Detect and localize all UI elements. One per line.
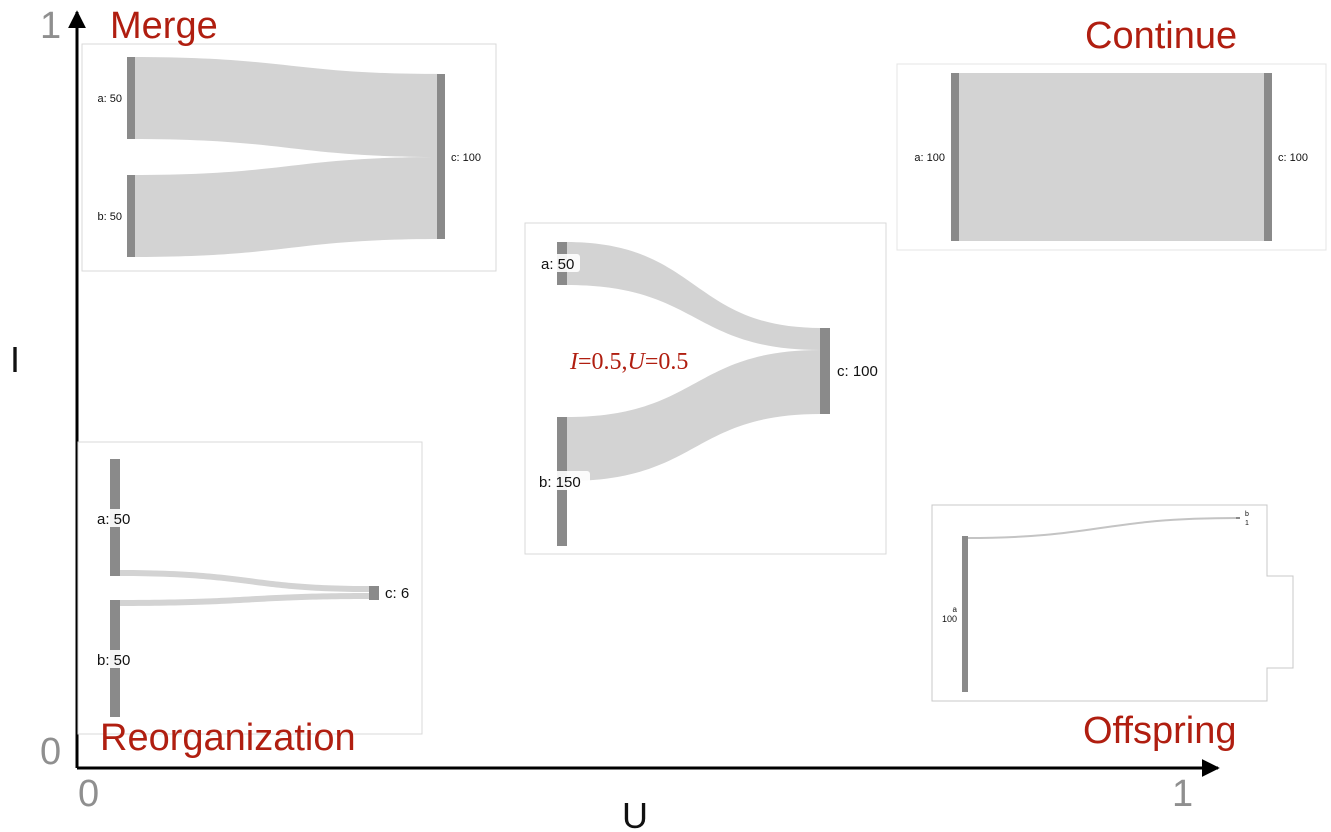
offspring-panel: a 100 b 1 Offspring xyxy=(931,504,1294,752)
reorganization-title: Reorganization xyxy=(100,717,356,759)
param-u-value: =0.5 xyxy=(645,349,689,375)
center-param-label: I=0.5,U=0.5 xyxy=(569,349,688,375)
continue-panel: a: 100 c: 100 Continue xyxy=(896,15,1327,251)
merge-node-a xyxy=(127,57,135,139)
reorganization-label-a: a: 50 xyxy=(97,511,130,528)
offspring-frame xyxy=(931,504,1294,702)
reorganization-label-b: b: 50 xyxy=(97,652,130,669)
continue-label-c: c: 100 xyxy=(1278,152,1308,164)
offspring-label-b-value: 1 xyxy=(1245,520,1249,527)
reorganization-label-bg-b xyxy=(95,650,135,668)
merge-label-a: a: 50 xyxy=(98,93,122,105)
x-max-label: 1 xyxy=(1172,773,1193,815)
merge-label-b: b: 50 xyxy=(98,211,122,223)
center-label-c: c: 100 xyxy=(837,363,878,380)
merge-node-c xyxy=(437,74,445,239)
center-flow-a xyxy=(566,242,821,350)
merge-flow-a xyxy=(131,57,441,157)
reorganization-node-c xyxy=(369,586,379,600)
reorganization-label-c: c: 6 xyxy=(385,585,409,602)
merge-panel: a: 50 b: 50 c: 100 Merge xyxy=(81,5,497,272)
offspring-label-a-name: a xyxy=(953,605,958,614)
param-u-symbol: U xyxy=(628,349,647,375)
offspring-flow xyxy=(966,517,1239,539)
continue-label-a: a: 100 xyxy=(914,152,945,164)
x-axis-title: U xyxy=(622,795,648,832)
reorganization-label-bg-a xyxy=(95,509,135,527)
reorganization-flow-b xyxy=(118,593,369,606)
x-min-label: 0 xyxy=(78,773,99,815)
y-max-label: 1 xyxy=(40,5,61,47)
y-min-label: 0 xyxy=(40,731,61,773)
offspring-label-b-name: b xyxy=(1245,511,1249,518)
merge-node-b xyxy=(127,175,135,257)
center-label-bg-b xyxy=(536,471,590,490)
offspring-node-a xyxy=(962,536,968,692)
continue-title: Continue xyxy=(1085,15,1237,57)
center-label-a: a: 50 xyxy=(541,256,574,273)
merge-label-c: c: 100 xyxy=(451,152,481,164)
y-axis-title: I xyxy=(10,339,20,380)
center-node-c xyxy=(820,328,830,414)
merge-title: Merge xyxy=(110,5,218,47)
offspring-node-b xyxy=(1236,517,1240,519)
center-label-bg-a xyxy=(538,254,580,272)
center-panel: a: 50 b: 150 c: 100 I=0.5,U=0.5 xyxy=(524,222,887,555)
center-flow-b xyxy=(566,350,821,481)
reorganization-flow-a xyxy=(118,570,369,592)
param-i-symbol: I xyxy=(569,349,579,375)
continue-node-a xyxy=(951,73,959,241)
reorganization-panel: a: 50 b: 50 c: 6 Reorganization xyxy=(77,441,423,759)
continue-node-c xyxy=(1264,73,1272,241)
center-label-b: b: 150 xyxy=(539,474,581,491)
offspring-label-a-value: 100 xyxy=(942,614,957,624)
param-i-value: =0.5, xyxy=(578,349,628,375)
merge-flow-b xyxy=(131,157,441,257)
continue-flow xyxy=(955,73,1268,241)
offspring-title: Offspring xyxy=(1083,710,1236,752)
